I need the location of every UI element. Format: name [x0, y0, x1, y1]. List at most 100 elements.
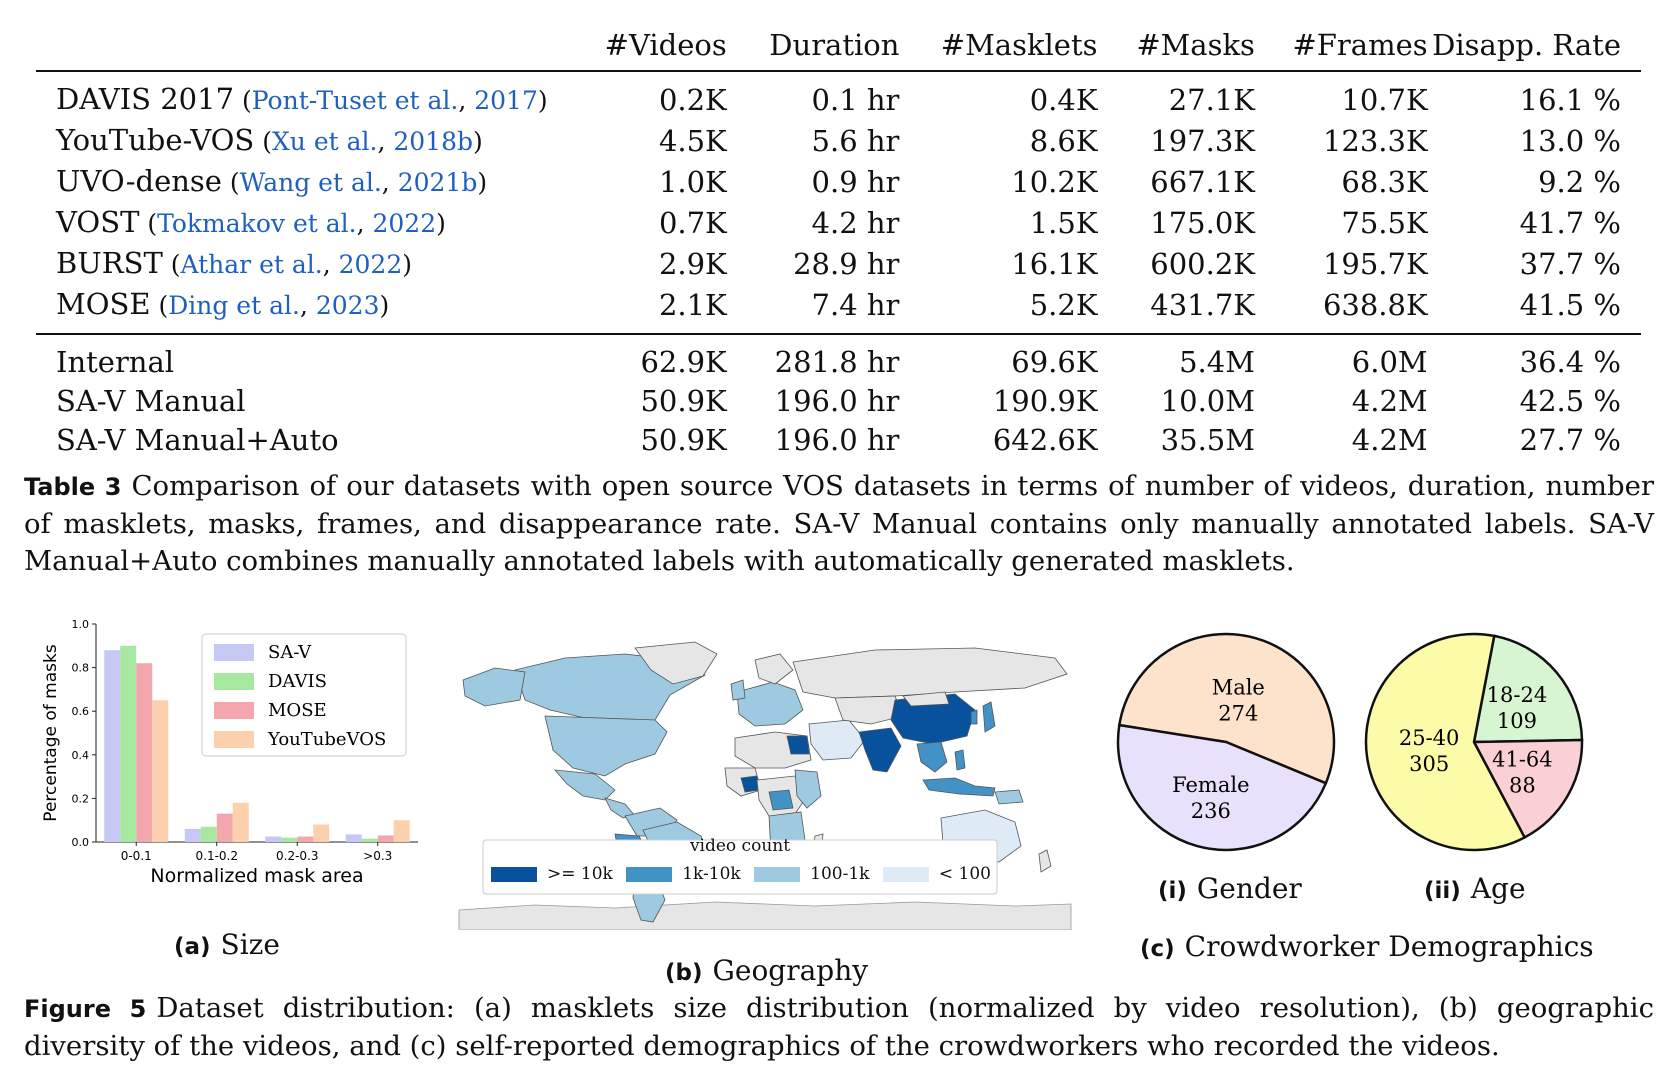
map-europe [736, 681, 804, 727]
table-row: UVO-dense (Wang et al., 2021b) 1.0K 0.9 hr… [36, 161, 1641, 202]
citation-author-link[interactable]: Wang et al. [239, 168, 382, 197]
table-row: SA-V Manual 50.9K 196.0 hr 190.9K 10.0M 4.2M 4… [36, 381, 1641, 420]
citation-year-link[interactable]: 2022 [338, 250, 403, 279]
map-legend-swatch [754, 866, 801, 882]
panel-a-caption: (a) Size [174, 928, 280, 961]
cell-frames: 6.0M [1254, 333, 1428, 381]
cell-masks: 600.2K [1150, 247, 1255, 281]
map-greenland [634, 641, 718, 685]
map-antarctica [458, 901, 1072, 931]
map-drc [768, 789, 794, 811]
cell-masks: 175.0K [1150, 206, 1255, 240]
dataset-name-cell: DAVIS 2017 (Pont-Tuset et al., 2017) [36, 71, 590, 120]
dataset-name-cell: YouTube-VOS (Xu et al., 2018b) [36, 120, 590, 161]
panel-c-demographics: Male 274 Female 236 18-24 109 41-64 88 25-40 305… [1110, 630, 1630, 963]
bar-mose [297, 836, 314, 842]
y-tick-label: 0.4 [72, 749, 90, 762]
map-japan [982, 701, 996, 733]
pie-slice-value: 274 [1218, 701, 1258, 725]
map-legend-label: 1k-10k [682, 864, 741, 884]
map-legend-title: video count [689, 836, 791, 856]
citation: (Pont-Tuset et al., 2017) [234, 86, 548, 115]
table-row: Internal 62.9K 281.8 hr 69.6K 5.4M 6.0M 36.4 % [36, 333, 1641, 381]
bar-mose [377, 835, 394, 842]
pie-slice-label: Male [1212, 675, 1265, 699]
header-disapp-rate: Disapp. Rate [1432, 28, 1621, 62]
cell-videos: 2.1K [658, 288, 727, 322]
map-legend-swatch [882, 866, 929, 882]
panel-c-caption: (c) Crowdworker Demographics [1140, 930, 1594, 963]
gender-subcaption: (i) Gender [1158, 872, 1302, 905]
cell-masklets: 190.9K [992, 384, 1098, 418]
bar-youtubevos [313, 824, 330, 842]
legend-label: YouTubeVOS [267, 729, 386, 750]
legend-label: SA-V [268, 642, 312, 663]
cell-masks: 5.4M [1097, 333, 1255, 381]
cell-frames: 10.7K [1341, 83, 1428, 117]
cell-disapp: 36.4 % [1427, 333, 1641, 381]
map-india [858, 727, 902, 773]
table-caption-label: Table 3 [24, 473, 122, 501]
figure-caption-text: Dataset distribution: (a) masklets size … [24, 992, 1654, 1062]
age-sub-label: (ii) [1424, 878, 1461, 904]
cell-duration: 196.0 hr [774, 423, 900, 457]
table-3-caption: Table 3 Comparison of our datasets with o… [24, 468, 1654, 580]
figure-5-caption: Figure 5 Dataset distribution: (a) maskle… [24, 990, 1654, 1065]
map-legend-item: < 100 [882, 864, 991, 884]
y-tick-label: 1.0 [72, 618, 90, 631]
map-philippines [954, 749, 966, 771]
map-legend-swatch [491, 866, 537, 882]
citation-year-link[interactable]: 2021b [397, 168, 478, 197]
map-china [890, 693, 976, 745]
map-legend-item: >= 10k [491, 864, 613, 884]
header-masks: #Masks [1136, 28, 1255, 62]
map-usa [544, 715, 668, 777]
cell-disapp: 41.7 % [1519, 206, 1621, 240]
map-mongolia [902, 691, 950, 707]
legend-swatch [214, 644, 254, 661]
bar-sa-v [104, 650, 121, 842]
citation-year-link[interactable]: 2017 [474, 86, 538, 115]
cell-masklets: 8.6K [1029, 124, 1098, 158]
panel-a-title: Size [220, 928, 281, 961]
citation-year-link[interactable]: 2018b [393, 127, 474, 156]
legend-swatch [214, 731, 254, 748]
citation-author-link[interactable]: Tokmakov et al. [157, 209, 357, 238]
bar-davis [200, 826, 217, 842]
table-row: VOST (Tokmakov et al., 2022) 0.7K 4.2 hr 1.… [36, 202, 1641, 243]
pie-slice-label: Female [1172, 773, 1249, 797]
citation-author-link[interactable]: Ding et al. [168, 291, 300, 320]
cell-duration: 5.6 hr [811, 124, 900, 158]
cell-masks: 35.5M [1160, 423, 1255, 457]
cell-duration: 0.9 hr [811, 165, 900, 199]
bar-davis [361, 838, 378, 842]
cell-videos: 62.9K [589, 333, 727, 381]
map-legend-item: 1k-10k [626, 864, 741, 884]
citation-year-link[interactable]: 2023 [315, 291, 380, 320]
cell-masklets: 5.2K [1029, 288, 1098, 322]
cell-disapp: 13.0 % [1519, 124, 1621, 158]
citation-author-link[interactable]: Pont-Tuset et al. [251, 86, 459, 115]
cell-frames: 4.2M [1351, 423, 1428, 457]
cell-videos: 50.9K [640, 384, 727, 418]
citation-author-link[interactable]: Xu et al. [271, 127, 378, 156]
citation-year-link[interactable]: 2022 [372, 209, 437, 238]
gender-sub-title: Gender [1196, 872, 1302, 905]
cell-masklets: 16.1K [1011, 247, 1098, 281]
map-legend-label: 100-1k [810, 864, 870, 884]
cell-duration: 196.0 hr [774, 384, 900, 418]
map-mexico [554, 769, 616, 801]
cell-frames: 123.3K [1322, 124, 1428, 158]
map-east-africa [794, 769, 822, 809]
gender-sub-label: (i) [1158, 878, 1187, 904]
map-alaska [462, 667, 526, 707]
citation: (Wang et al., 2021b) [221, 168, 488, 197]
cell-videos: 1.0K [658, 165, 727, 199]
dataset-name: UVO-dense [56, 164, 222, 198]
citation-author-link[interactable]: Athar et al. [180, 250, 323, 279]
citation: (Ding et al., 2023) [150, 291, 390, 320]
cell-masklets: 0.4K [1029, 83, 1098, 117]
y-tick-label: 0.8 [72, 662, 90, 675]
cell-masklets: 69.6K [899, 333, 1098, 381]
